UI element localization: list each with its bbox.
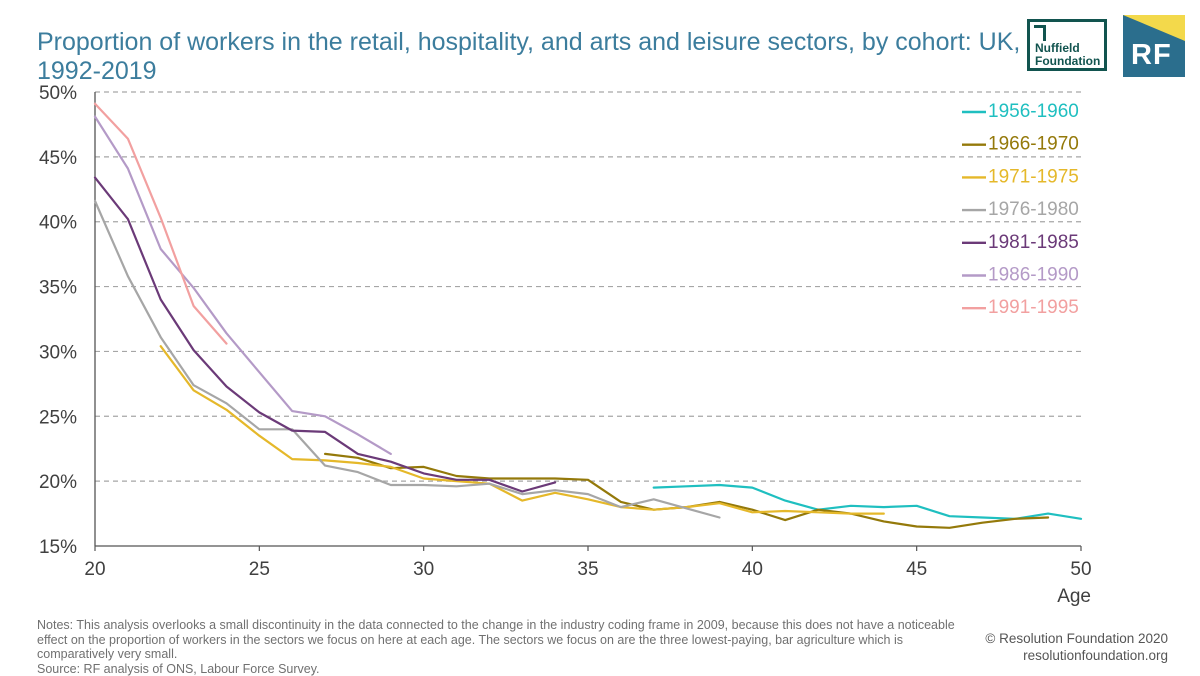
y-tick-label: 15% (39, 537, 77, 558)
x-tick-label: 20 (84, 559, 105, 580)
copyright-text: © Resolution Foundation 2020 (985, 630, 1168, 647)
legend-label: 1966-1970 (988, 134, 1079, 155)
x-tick-label: 25 (249, 559, 270, 580)
series-lines (95, 104, 1081, 528)
y-tick-label: 45% (39, 148, 77, 169)
legend-label: 1971-1975 (988, 166, 1079, 187)
legend-label: 1956-1960 (988, 101, 1079, 122)
series-line-1966-1970 (325, 454, 1048, 528)
y-tick-label: 20% (39, 472, 77, 493)
chart-notes: Notes: This analysis overlooks a small d… (37, 618, 967, 676)
axes (95, 92, 1081, 546)
x-tick-labels: 20 25 30 35 40 45 50 (84, 546, 1091, 580)
notes-text: Notes: This analysis overlooks a small d… (37, 618, 967, 662)
x-tick-label: 35 (577, 559, 598, 580)
legend-label: 1986-1990 (988, 265, 1079, 286)
y-tick-label: 35% (39, 278, 77, 299)
legend-label: 1976-1980 (988, 199, 1079, 220)
y-tick-label: 30% (39, 342, 77, 363)
legend: 1956-1960 1966-1970 1971-1975 1976-1980 1981… (962, 101, 1079, 318)
x-tick-label: 50 (1070, 559, 1091, 580)
x-axis-label: Age (1057, 586, 1091, 607)
website-link[interactable]: resolutionfoundation.org (985, 647, 1168, 664)
x-tick-label: 45 (906, 559, 927, 580)
legend-label: 1991-1995 (988, 297, 1079, 318)
y-tick-label: 40% (39, 213, 77, 234)
copyright-block: © Resolution Foundation 2020 resolutionf… (985, 630, 1168, 664)
x-tick-label: 30 (413, 559, 434, 580)
series-line-1976-1980 (95, 201, 720, 518)
y-tick-label: 25% (39, 407, 77, 428)
y-tick-labels: 15% 20% 25% 30% 35% 40% 45% 50% (39, 83, 77, 558)
y-tick-label: 50% (39, 83, 77, 104)
source-text: Source: RF analysis of ONS, Labour Force… (37, 662, 967, 676)
x-tick-label: 40 (742, 559, 763, 580)
legend-label: 1981-1985 (988, 232, 1079, 253)
